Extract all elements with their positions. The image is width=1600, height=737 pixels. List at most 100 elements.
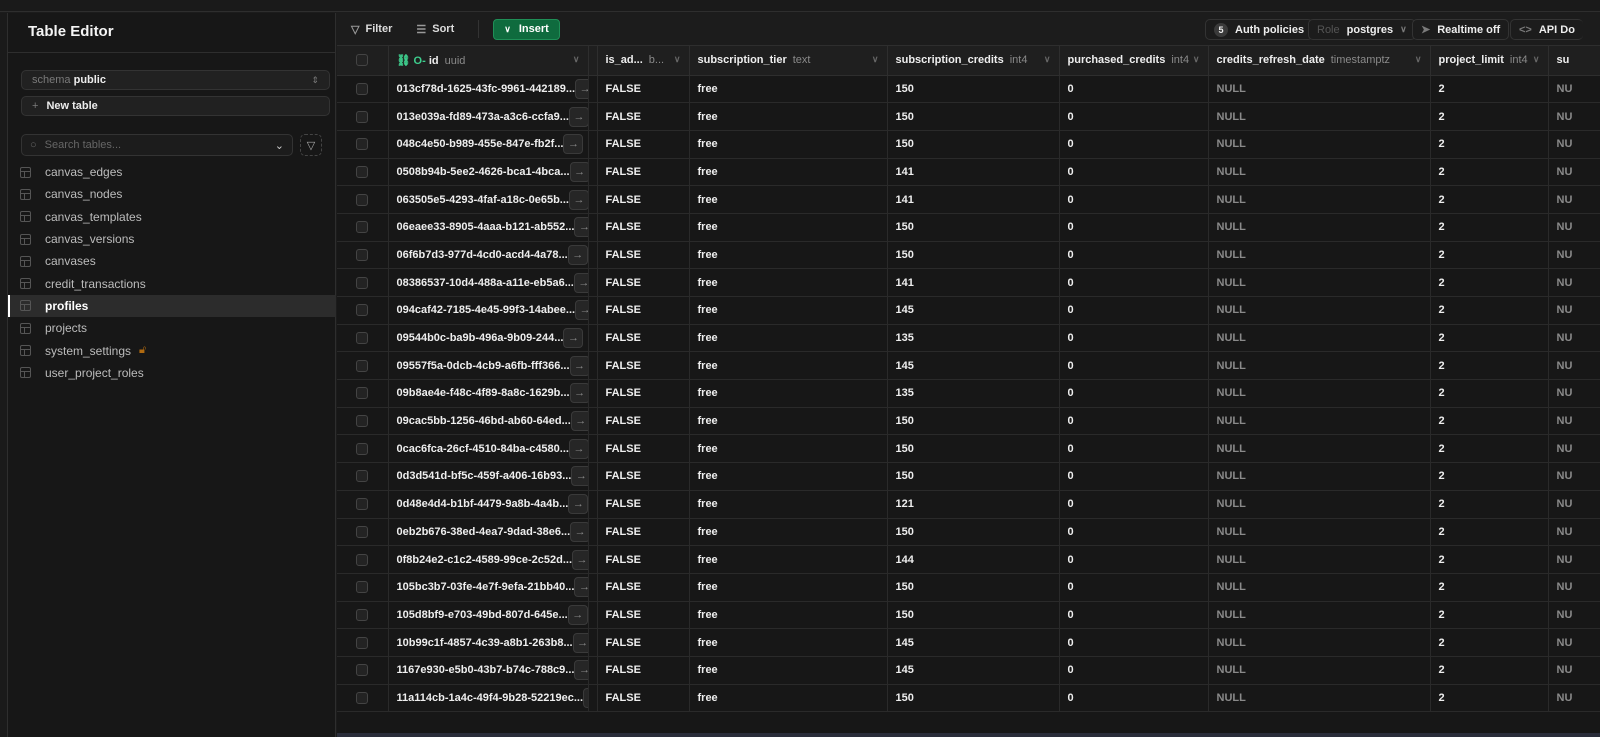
table-row[interactable]: 10b99c1f-4857-4c39-a8b1-263b8... → FALSE fr… [337, 628, 1600, 657]
cell[interactable]: free [689, 545, 888, 574]
cell[interactable]: 2 [1430, 628, 1549, 657]
search-tables-input[interactable]: ○ Search tables... ⌄ [21, 134, 293, 156]
horizontal-scrollbar[interactable] [337, 733, 1600, 737]
cell[interactable]: 150 [887, 518, 1060, 547]
new-table-button[interactable]: + New table [21, 96, 330, 116]
cell[interactable]: FALSE [597, 102, 690, 131]
cell[interactable]: 0 [1059, 601, 1209, 630]
cell[interactable]: 144 [887, 545, 1060, 574]
cell-id[interactable]: 06eaee33-8905-4aaa-b121-ab552...→ [388, 213, 589, 242]
cell[interactable]: free [689, 601, 888, 630]
cell[interactable]: 0 [1059, 351, 1209, 381]
arrow-right-icon[interactable]: → [569, 355, 587, 376]
arrow-right-icon[interactable]: → [567, 604, 587, 625]
column-header-id[interactable]: ⛓ O‑ id uuid ∨ [388, 46, 589, 76]
cell[interactable]: NU [1548, 130, 1600, 159]
cell[interactable]: FALSE [597, 490, 690, 519]
row-checkbox[interactable] [356, 332, 369, 345]
arrow-right-icon[interactable]: → [572, 632, 587, 653]
cell[interactable]: FALSE [597, 158, 690, 187]
table-row[interactable]: 11a114cb-1a4c-49f4-9b28-52219ec...→ FALSE… [337, 684, 1600, 713]
cell[interactable]: NULL [1208, 628, 1431, 657]
arrow-right-icon[interactable]: → [575, 300, 587, 321]
cell[interactable]: NULL [1208, 75, 1431, 104]
cell[interactable]: FALSE [597, 518, 690, 547]
chevron-down-icon[interactable]: ∨ [1532, 54, 1540, 64]
cell[interactable]: 0 [1059, 102, 1209, 131]
arrow-right-icon[interactable]: → [574, 577, 587, 598]
cell[interactable]: free [689, 656, 888, 685]
row-checkbox[interactable] [356, 415, 369, 428]
arrow-right-icon[interactable]: → [569, 161, 587, 182]
cell[interactable]: NULL [1208, 324, 1431, 353]
table-row[interactable]: 08386537-10d4-488a-a11e-eb5a6...→ FALSEfr… [337, 268, 1600, 297]
arrow-right-icon[interactable]: → [568, 106, 587, 127]
cell[interactable]: free [689, 379, 888, 408]
arrow-right-icon[interactable]: → [574, 217, 587, 238]
cell[interactable]: free [689, 185, 888, 214]
row-checkbox[interactable] [356, 691, 369, 704]
cell[interactable]: NULL [1208, 656, 1431, 685]
cell[interactable]: 0 [1059, 573, 1209, 602]
cell[interactable]: 150 [887, 601, 1060, 630]
column-header-purchased_credits[interactable]: purchased_credits int4 ∨ [1059, 46, 1209, 76]
cell[interactable]: NU [1548, 518, 1600, 547]
cell-id[interactable]: 0d3d541d-bf5c-459f-a406-16b93... → [388, 462, 589, 491]
cell-id[interactable]: 1167e930-e5b0-43b7-b74c-788c9...→ [388, 656, 589, 685]
cell[interactable]: NU [1548, 379, 1600, 408]
cell[interactable]: NULL [1208, 407, 1431, 436]
cell[interactable]: free [689, 75, 888, 104]
cell[interactable]: FALSE [597, 130, 690, 159]
row-checkbox[interactable] [356, 276, 369, 289]
cell[interactable]: 2 [1430, 518, 1549, 547]
cell[interactable]: FALSE [597, 268, 690, 297]
row-checkbox[interactable] [356, 470, 369, 483]
cell[interactable]: FALSE [597, 407, 690, 436]
cell[interactable]: NU [1548, 462, 1600, 491]
sidebar-item-canvas_edges[interactable]: canvas_edges [8, 161, 336, 183]
cell[interactable]: NU [1548, 628, 1600, 657]
arrow-right-icon[interactable]: → [571, 466, 587, 487]
cell[interactable]: NU [1548, 351, 1600, 381]
cell[interactable]: 0 [1059, 158, 1209, 187]
cell[interactable]: FALSE [597, 213, 690, 242]
cell[interactable]: 2 [1430, 545, 1549, 574]
cell-id[interactable]: 09544b0c-ba9b-496a-9b09-244... → [388, 324, 589, 353]
cell[interactable]: NU [1548, 545, 1600, 574]
cell[interactable]: NULL [1208, 296, 1431, 325]
arrow-right-icon[interactable]: → [569, 383, 587, 404]
cell[interactable]: FALSE [597, 75, 690, 104]
cell[interactable]: 2 [1430, 601, 1549, 630]
cell[interactable]: FALSE [597, 296, 690, 325]
cell[interactable]: FALSE [597, 462, 690, 491]
cell[interactable]: FALSE [597, 684, 690, 713]
row-checkbox[interactable] [356, 221, 369, 234]
realtime-button[interactable]: ➤ Realtime off [1412, 19, 1510, 40]
cell[interactable]: NULL [1208, 158, 1431, 187]
cell[interactable]: FALSE [597, 545, 690, 574]
row-checkbox[interactable] [356, 359, 369, 372]
cell-id[interactable]: 06f6b7d3-977d-4cd0-acd4-4a78... → [388, 241, 589, 270]
cell[interactable]: 0 [1059, 628, 1209, 657]
cell[interactable]: 135 [887, 379, 1060, 408]
cell-id[interactable]: 105bc3b7-03fe-4e7f-9efa-21bb40...→ [388, 573, 589, 602]
cell-id[interactable]: 11a114cb-1a4c-49f4-9b28-52219ec...→ [388, 684, 589, 713]
arrow-right-icon[interactable]: → [568, 494, 587, 515]
cell[interactable]: 2 [1430, 462, 1549, 491]
cell[interactable]: NULL [1208, 351, 1431, 381]
cell[interactable]: free [689, 241, 888, 270]
arrow-right-icon[interactable]: → [572, 549, 587, 570]
arrow-right-icon[interactable]: → [570, 521, 587, 542]
cell-id[interactable]: 013e039a-fd89-473a-a3c6-ccfa9... → [388, 102, 589, 131]
chevron-down-icon[interactable]: ∨ [1414, 54, 1422, 64]
select-all-checkbox[interactable] [356, 54, 369, 67]
chevrons-icon[interactable]: ⌄ [274, 139, 284, 152]
cell[interactable]: FALSE [597, 628, 690, 657]
cell[interactable]: 145 [887, 351, 1060, 381]
cell[interactable]: free [689, 407, 888, 436]
cell[interactable]: NULL [1208, 684, 1431, 713]
table-row[interactable]: 06eaee33-8905-4aaa-b121-ab552...→ FALSEfr… [337, 213, 1600, 242]
cell[interactable]: 0 [1059, 213, 1209, 242]
cell[interactable]: 0 [1059, 684, 1209, 713]
cell[interactable]: FALSE [597, 379, 690, 408]
